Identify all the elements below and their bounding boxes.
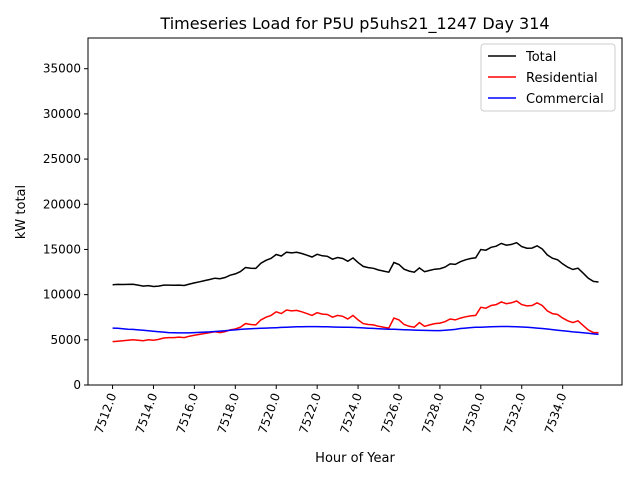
y-tick-label: 0 — [73, 378, 81, 392]
x-tick-label: 7526.0 — [378, 391, 406, 435]
y-tick-label: 35000 — [43, 62, 81, 76]
x-tick-label: 7532.0 — [501, 391, 529, 435]
legend-box — [480, 43, 616, 112]
y-axis: 0 5000 10000 15000 20000 25000 30000 35000 — [43, 62, 88, 392]
legend-label-residential: Residential — [526, 71, 598, 86]
x-axis-label: Hour of Year — [315, 451, 395, 466]
x-axis: 7512.0 7514.0 7516.0 7518.0 7520.0 7522.0 7524… — [92, 385, 570, 435]
series-line-total — [112, 241, 599, 288]
y-tick-label: 30000 — [43, 107, 81, 121]
series-line-commercial — [112, 325, 599, 336]
x-tick-label: 7518.0 — [215, 391, 243, 435]
x-tick-label: 7516.0 — [174, 391, 202, 435]
y-tick-label: 5000 — [50, 333, 81, 347]
x-tick-label: 7524.0 — [337, 391, 365, 435]
plot-frame — [87, 37, 623, 386]
y-tick-label: 15000 — [43, 242, 81, 256]
x-tick-label: 7528.0 — [419, 391, 447, 435]
plot-area — [112, 241, 599, 343]
x-tick-label: 7514.0 — [133, 391, 161, 435]
x-tick-label: 7512.0 — [92, 391, 120, 435]
x-tick-label: 7522.0 — [296, 391, 324, 435]
y-axis-label: kW total — [14, 185, 29, 239]
x-tick-label: 7520.0 — [256, 391, 284, 435]
x-tick-label: 7534.0 — [542, 391, 570, 435]
y-tick-label: 20000 — [43, 197, 81, 211]
x-tick-label: 7530.0 — [460, 391, 488, 435]
y-tick-label: 25000 — [43, 152, 81, 166]
chart-title: Timeseries Load for P5U p5uhs21_1247 Day… — [159, 14, 549, 34]
legend-label-total: Total — [525, 50, 556, 65]
legend: Total Residential Commercial — [480, 43, 616, 112]
y-tick-label: 10000 — [43, 288, 81, 302]
legend-label-commercial: Commercial — [526, 92, 604, 107]
series-line-residential — [112, 300, 599, 343]
